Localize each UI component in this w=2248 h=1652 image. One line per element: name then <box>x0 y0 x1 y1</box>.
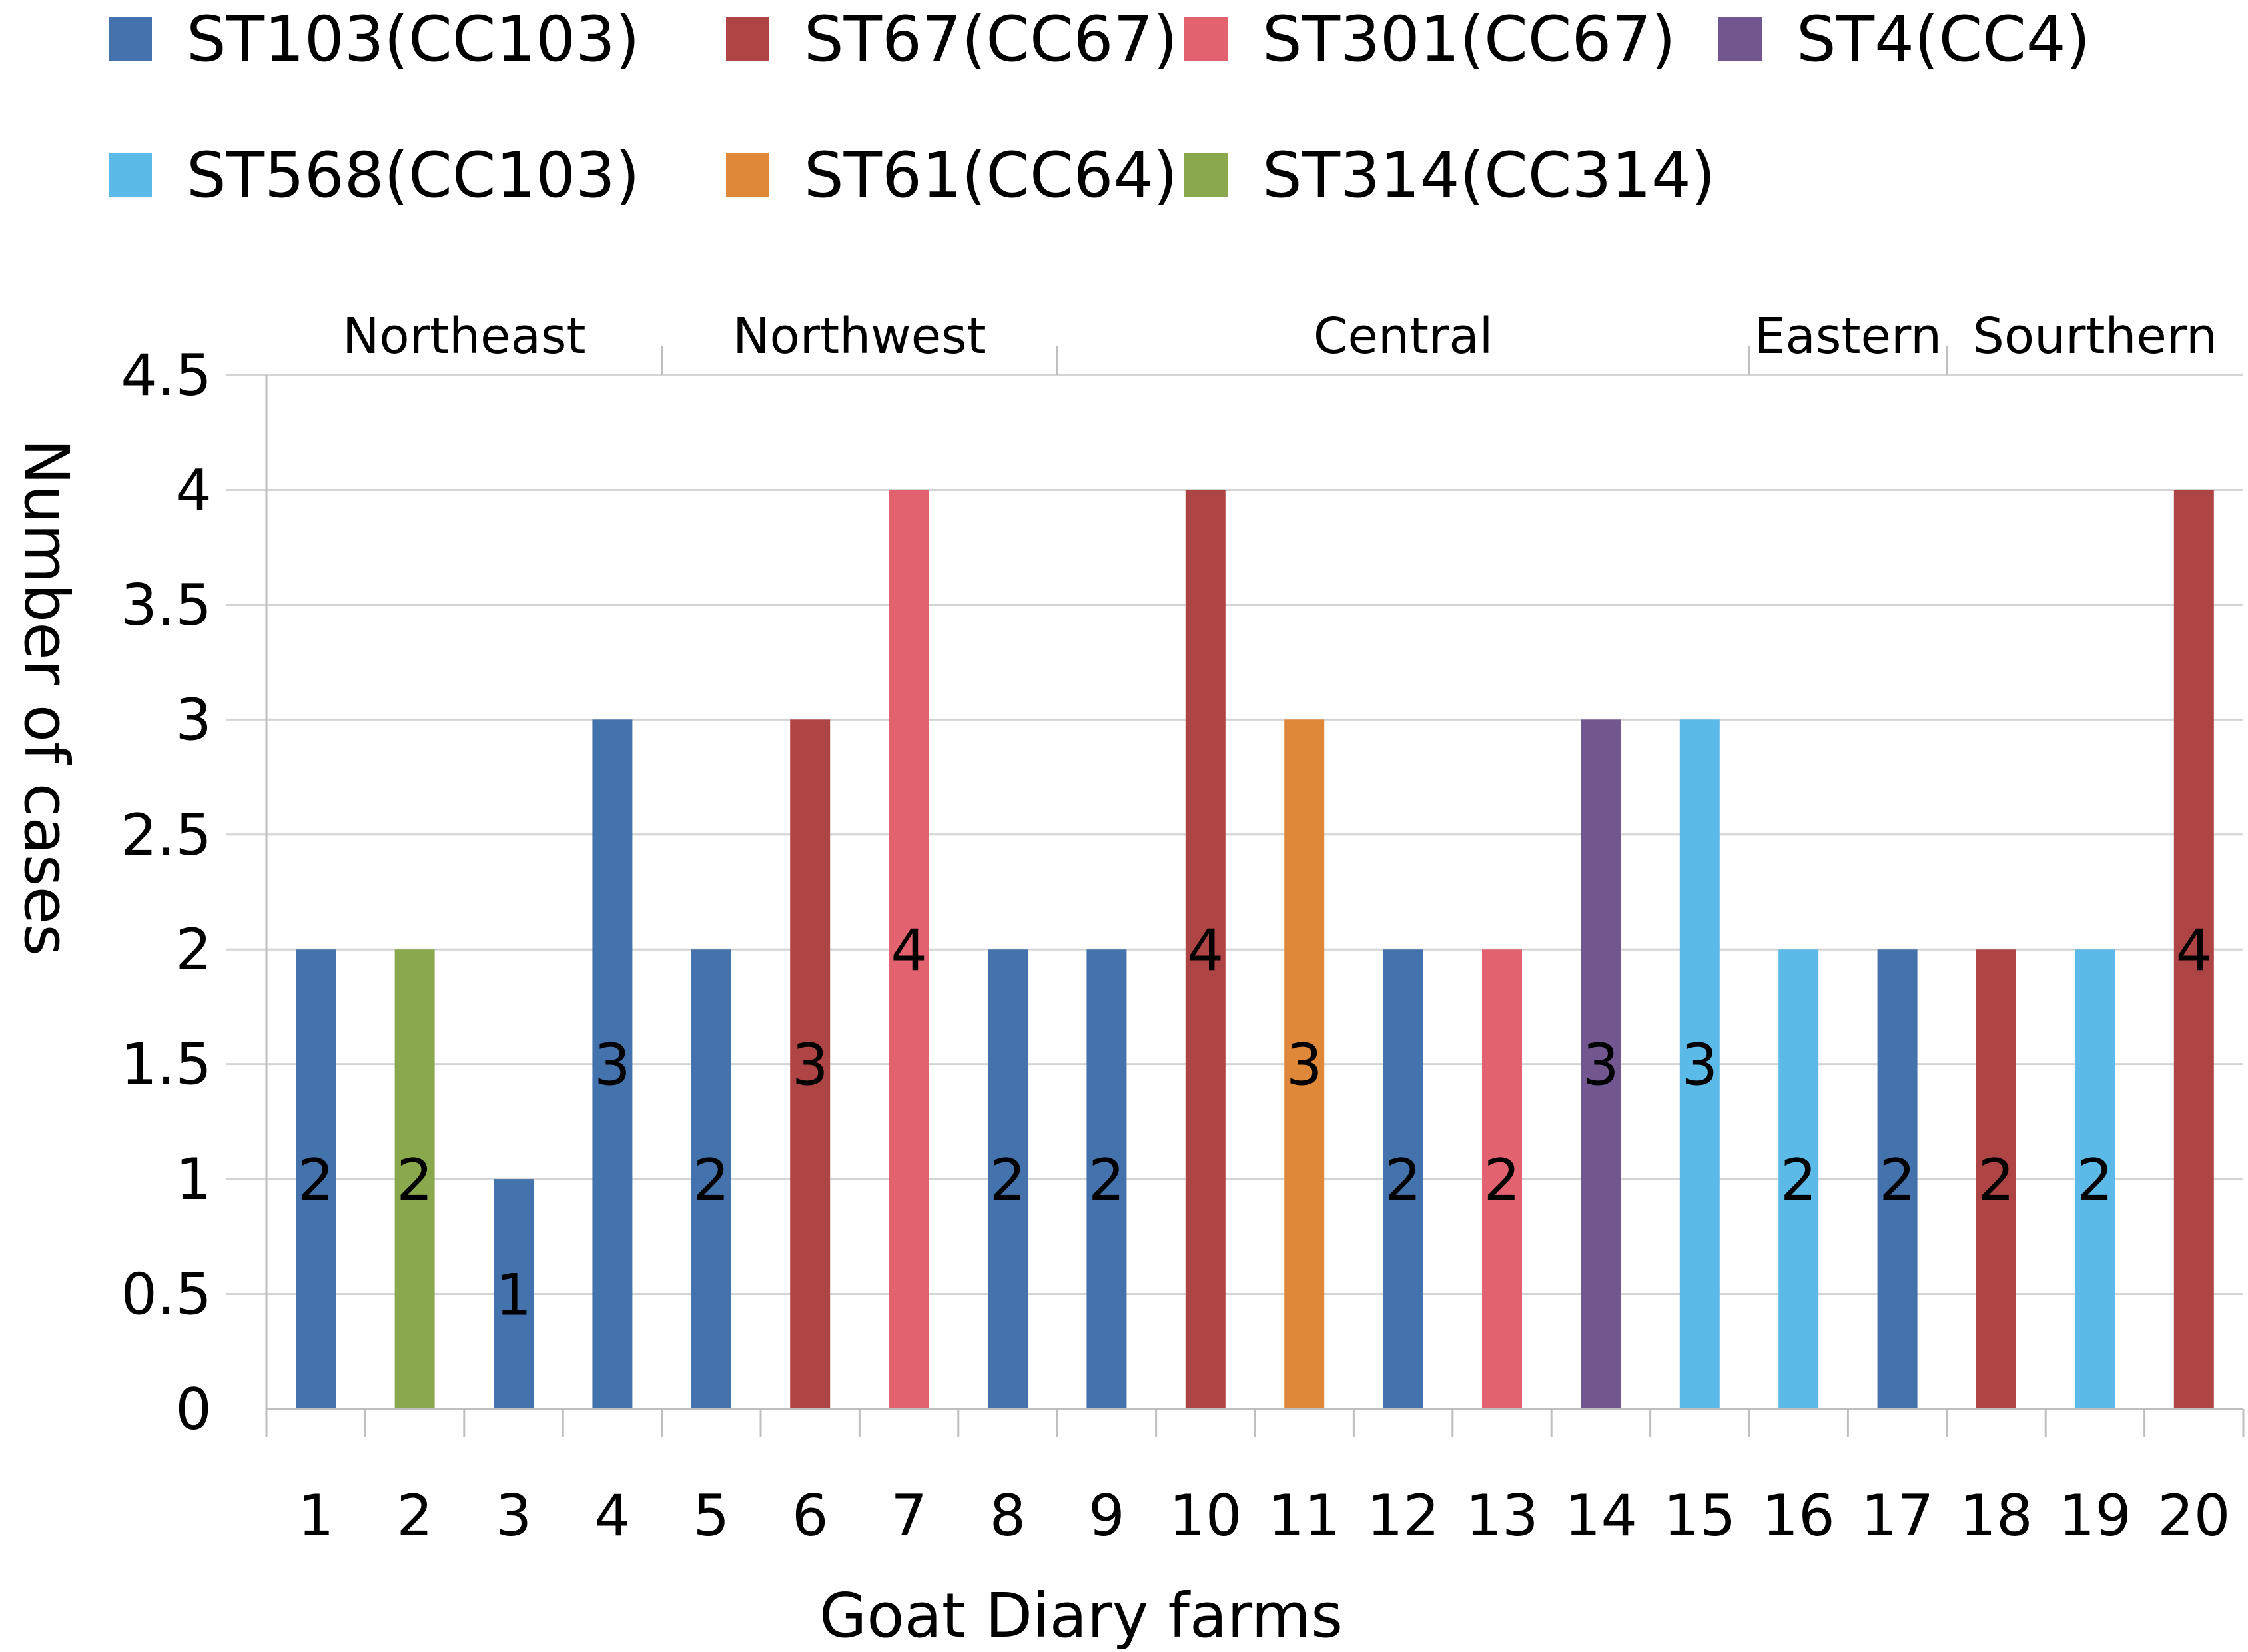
legend-label: ST67(CC67) <box>804 3 1178 76</box>
bar <box>1679 719 1720 1409</box>
bar <box>1482 949 1522 1409</box>
x-tick-label: 3 <box>496 1483 532 1549</box>
bar <box>494 1179 534 1409</box>
bar <box>889 490 929 1409</box>
x-tick-label: 20 <box>2157 1483 2230 1549</box>
bar-value-label: 3 <box>594 1032 631 1099</box>
region-label: Central <box>1313 308 1493 365</box>
bar-value-label: 4 <box>891 917 927 984</box>
bar-value-label: 2 <box>1385 1147 1421 1214</box>
y-tick-label: 4 <box>175 457 212 524</box>
bar-value-label: 4 <box>1187 917 1224 984</box>
bar-value-label: 2 <box>1088 1147 1125 1214</box>
x-tick-label: 15 <box>1663 1483 1736 1549</box>
legend-swatch <box>1184 17 1228 61</box>
x-tick-label: 9 <box>1088 1483 1125 1549</box>
y-tick-label: 4.5 <box>121 342 212 409</box>
y-tick-label: 2 <box>175 917 212 983</box>
legend-swatch <box>1184 153 1228 197</box>
bar-value-label: 2 <box>1879 1147 1916 1214</box>
bar <box>1185 490 1226 1409</box>
bar-value-label: 2 <box>298 1147 334 1214</box>
bar <box>1284 719 1325 1409</box>
legend-swatch <box>1718 17 1762 61</box>
bar-value-label: 4 <box>2175 917 2212 984</box>
x-tick-label: 5 <box>693 1483 729 1549</box>
legend-swatch <box>109 17 152 61</box>
y-tick-label: 0.5 <box>121 1262 212 1328</box>
x-axis: 1 2 3 4 5 6 7 8 9 10 11 12 13 14 15 16 17 18 19 20 <box>265 1408 2245 1549</box>
bar-value-label: 2 <box>990 1147 1026 1214</box>
region-label: Northeast <box>342 308 585 365</box>
y-tick-label: 1 <box>175 1146 212 1213</box>
legend-swatch <box>726 153 769 197</box>
x-tick-label: 13 <box>1465 1483 1538 1549</box>
bar <box>1778 949 1819 1409</box>
y-tick-label: 0 <box>175 1376 212 1443</box>
y-axis-title: Number of cases <box>11 439 82 956</box>
bar <box>691 949 731 1409</box>
x-tick-label: 4 <box>594 1483 631 1549</box>
x-axis-title: Goat Diary farms <box>819 1580 1343 1651</box>
x-tick-label: 10 <box>1169 1483 1242 1549</box>
bar-value-label: 3 <box>1286 1032 1323 1099</box>
legend-label: ST301(CC67) <box>1262 3 1676 76</box>
bar <box>1086 949 1127 1409</box>
legend-swatch <box>109 153 152 197</box>
x-tick-label: 11 <box>1268 1483 1340 1549</box>
bar <box>1976 949 2016 1409</box>
legend: ST103(CC103) ST67(CC67) ST301(CC67) ST4(CC4… <box>109 3 2090 212</box>
legend-label: ST61(CC64) <box>804 139 1178 212</box>
bar <box>296 949 336 1409</box>
y-tick-label: 2.5 <box>121 802 212 869</box>
x-tick-label: 6 <box>792 1483 829 1549</box>
bar <box>2075 949 2115 1409</box>
x-tick-label: 19 <box>2059 1483 2131 1549</box>
gridlines <box>226 374 2243 1296</box>
x-tick-label: 16 <box>1762 1483 1834 1549</box>
bar-value-label: 3 <box>792 1032 829 1099</box>
region-header: Northeast Northwest Central Eastern Sourther… <box>342 308 2217 375</box>
legend-label: ST103(CC103) <box>187 3 640 76</box>
bar <box>394 949 435 1409</box>
bar <box>790 719 831 1409</box>
bar-value-label: 2 <box>693 1147 729 1214</box>
legend-label: ST4(CC4) <box>1796 3 2090 76</box>
bar-value-label: 2 <box>1978 1147 2015 1214</box>
bar-value-label: 2 <box>1484 1147 1521 1214</box>
x-tick-label: 18 <box>1960 1483 2032 1549</box>
x-tick-label: 1 <box>298 1483 334 1549</box>
x-tick-label: 8 <box>990 1483 1026 1549</box>
bar-value-label: 2 <box>2077 1147 2113 1214</box>
region-label: Eastern <box>1754 308 1942 365</box>
y-tick-label: 3 <box>175 687 212 753</box>
bar-value-label: 3 <box>1583 1032 1619 1099</box>
legend-swatch <box>726 17 769 61</box>
legend-label: ST314(CC314) <box>1262 139 1716 212</box>
x-tick-label: 7 <box>891 1483 927 1549</box>
bar <box>1581 719 1621 1409</box>
bar <box>988 949 1028 1409</box>
bar <box>1877 949 1918 1409</box>
bar <box>592 719 633 1409</box>
y-axis: 0 0.5 1 1.5 2 2.5 3 3.5 4 4.5 <box>121 342 268 1443</box>
region-label: Sourthern <box>1973 308 2217 365</box>
legend-label: ST568(CC103) <box>187 139 640 212</box>
x-tick-label: 14 <box>1565 1483 1637 1549</box>
x-tick-label: 2 <box>396 1483 433 1549</box>
x-tick-label: 12 <box>1367 1483 1439 1549</box>
bar-value-label: 1 <box>496 1262 532 1329</box>
region-label: Northwest <box>733 308 986 365</box>
bar-value-label: 2 <box>1780 1147 1817 1214</box>
x-tick-label: 17 <box>1861 1483 1934 1549</box>
bar <box>2173 490 2214 1409</box>
y-tick-label: 1.5 <box>121 1032 212 1098</box>
bar <box>1383 949 1423 1409</box>
y-tick-label: 3.5 <box>121 572 212 639</box>
bar-value-label: 2 <box>396 1147 433 1214</box>
bar-value-label: 3 <box>1681 1032 1718 1099</box>
